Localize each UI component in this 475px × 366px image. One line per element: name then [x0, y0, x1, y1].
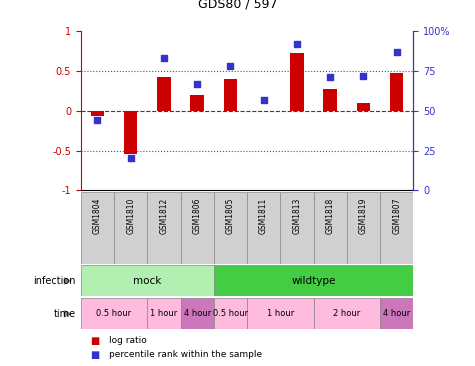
Text: infection: infection	[34, 276, 76, 286]
Bar	[314, 192, 347, 264]
Bar	[147, 298, 180, 329]
Text: GSM1806: GSM1806	[193, 198, 201, 234]
Bar	[347, 192, 380, 264]
Bar	[290, 53, 304, 111]
Text: 4 hour: 4 hour	[383, 309, 410, 318]
Text: GSM1807: GSM1807	[392, 198, 401, 234]
Text: ■: ■	[90, 350, 99, 359]
Bar	[81, 298, 147, 329]
Bar	[180, 298, 214, 329]
Bar	[247, 298, 314, 329]
Text: time: time	[54, 309, 76, 319]
Point	[393, 49, 400, 55]
Bar	[214, 298, 247, 329]
Bar	[180, 192, 214, 264]
Text: log ratio: log ratio	[109, 336, 147, 345]
Bar	[81, 265, 214, 296]
Text: GSM1819: GSM1819	[359, 198, 368, 234]
Point	[293, 41, 301, 47]
Text: 4 hour: 4 hour	[183, 309, 211, 318]
Bar	[147, 192, 180, 264]
Text: GDS80 / 597: GDS80 / 597	[198, 0, 277, 11]
Bar	[323, 89, 337, 111]
Bar	[390, 73, 403, 111]
Text: ■: ■	[90, 336, 99, 346]
Bar	[114, 192, 147, 264]
Bar	[81, 192, 114, 264]
Text: GSM1805: GSM1805	[226, 198, 235, 234]
Point	[260, 97, 267, 102]
Text: 0.5 hour: 0.5 hour	[213, 309, 248, 318]
Point	[326, 74, 334, 80]
Bar	[214, 192, 247, 264]
Bar	[224, 79, 237, 111]
Text: 1 hour: 1 hour	[266, 309, 294, 318]
Text: 1 hour: 1 hour	[150, 309, 178, 318]
Text: wildtype: wildtype	[291, 276, 336, 286]
Text: 0.5 hour: 0.5 hour	[96, 309, 132, 318]
Point	[127, 156, 134, 161]
Bar	[91, 111, 104, 116]
Bar	[190, 95, 204, 111]
Bar	[314, 298, 380, 329]
Bar	[214, 265, 413, 296]
Text: GSM1804: GSM1804	[93, 198, 102, 234]
Text: GSM1810: GSM1810	[126, 198, 135, 234]
Point	[360, 73, 367, 79]
Bar	[124, 111, 137, 154]
Text: GSM1811: GSM1811	[259, 198, 268, 234]
Text: GSM1818: GSM1818	[326, 198, 334, 234]
Bar	[280, 192, 314, 264]
Text: mock: mock	[133, 276, 162, 286]
Bar	[157, 77, 171, 111]
Bar	[380, 298, 413, 329]
Point	[160, 55, 168, 61]
Text: 2 hour: 2 hour	[333, 309, 361, 318]
Text: percentile rank within the sample: percentile rank within the sample	[109, 350, 262, 359]
Point	[227, 63, 234, 69]
Text: GSM1813: GSM1813	[293, 198, 301, 234]
Bar	[380, 192, 413, 264]
Bar	[357, 103, 370, 111]
Point	[94, 117, 101, 123]
Bar	[247, 192, 280, 264]
Text: GSM1812: GSM1812	[160, 198, 168, 234]
Point	[193, 81, 201, 87]
